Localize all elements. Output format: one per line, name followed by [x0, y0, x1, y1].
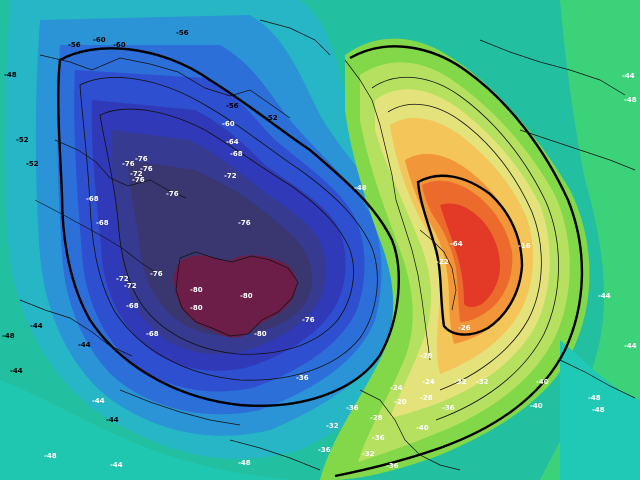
contour-label: -24 [390, 384, 403, 392]
contour-label: -44 [10, 367, 23, 375]
contour-label: -48 [592, 406, 605, 414]
contour-label: -36 [372, 434, 385, 442]
contour-label: -76 [122, 160, 135, 168]
contour-label: -76 [166, 190, 179, 198]
contour-label: -26 [458, 324, 471, 332]
contour-label: -60 [113, 41, 126, 49]
contour-label: -68 [230, 150, 243, 158]
contour-label: -52 [265, 114, 278, 122]
isoline-layer [57, 45, 584, 478]
contour-label: -80 [254, 330, 267, 338]
contour-label: -48 [44, 452, 57, 460]
contour-label: -52 [16, 136, 29, 144]
contour-label: -72 [116, 275, 129, 283]
contour-label: -40 [536, 378, 549, 386]
contour-label: -36 [442, 404, 455, 412]
contour-label: -76 [302, 316, 315, 324]
contour-label: -48 [4, 71, 17, 79]
contour-label: -76 [132, 176, 145, 184]
contour-label: -80 [190, 286, 203, 294]
contour-label: -36 [296, 374, 309, 382]
contour-label: -48 [588, 394, 601, 402]
contour-label: -32 [454, 378, 467, 386]
contour-label: -56 [176, 29, 189, 37]
contour-label: -64 [450, 240, 463, 248]
contour-label: -60 [222, 120, 235, 128]
contour-label: -40 [416, 424, 429, 432]
cold-vortex-layer [4, 0, 427, 459]
contour-label: -64 [226, 138, 239, 146]
contour-label: -20 [394, 398, 407, 406]
warm-tongue-layer [320, 38, 590, 480]
contour-label: -28 [420, 394, 433, 402]
contour-label: -76 [135, 155, 148, 163]
contour-label: -48 [354, 184, 367, 192]
contour-label: -16 [518, 242, 531, 250]
contour-label: -72 [224, 172, 237, 180]
contour-label: -76 [150, 270, 163, 278]
contour-label: -60 [93, 36, 106, 44]
contour-label: -40 [530, 402, 543, 410]
contour-label: -44 [106, 416, 119, 424]
contour-label: -72 [124, 282, 137, 290]
contour-label: -28 [420, 352, 433, 360]
contour-label: -68 [126, 302, 139, 310]
contour-label: -48 [238, 459, 251, 467]
contour-label: -68 [96, 219, 109, 227]
contour-label: -24 [422, 378, 435, 386]
contour-label: -32 [326, 422, 339, 430]
contour-label: -36 [386, 462, 399, 470]
contour-label: -48 [624, 96, 637, 104]
contour-label: -56 [226, 102, 239, 110]
contour-label: -32 [476, 378, 489, 386]
contour-label: -56 [68, 41, 81, 49]
contour-label: -52 [26, 160, 39, 168]
contour-label: -44 [624, 342, 637, 350]
contour-label: -76 [140, 165, 153, 173]
contour-label: -80 [190, 304, 203, 312]
contour-label: -32 [362, 450, 375, 458]
coastline-layer [19, 19, 636, 471]
contour-label: -44 [78, 341, 91, 349]
contour-label: -28 [370, 414, 383, 422]
contour-label: -72 [130, 170, 143, 178]
contour-label: -44 [30, 322, 43, 330]
contour-labels: -56 -60 -60 -56 -48 -52 -52 -56 -52 -60 … [2, 29, 637, 470]
contour-label: -48 [2, 332, 15, 340]
contour-label: -68 [86, 195, 99, 203]
contour-label: -80 [240, 292, 253, 300]
contour-label: -44 [598, 292, 611, 300]
contour-label: -36 [318, 446, 331, 454]
contour-label: -36 [346, 404, 359, 412]
contour-label: -44 [622, 72, 635, 80]
contour-label: -44 [110, 461, 123, 469]
contour-label: -76 [238, 219, 251, 227]
contour-label: -22 [436, 258, 449, 266]
contour-label: -44 [92, 397, 105, 405]
contour-label: -68 [146, 330, 159, 338]
